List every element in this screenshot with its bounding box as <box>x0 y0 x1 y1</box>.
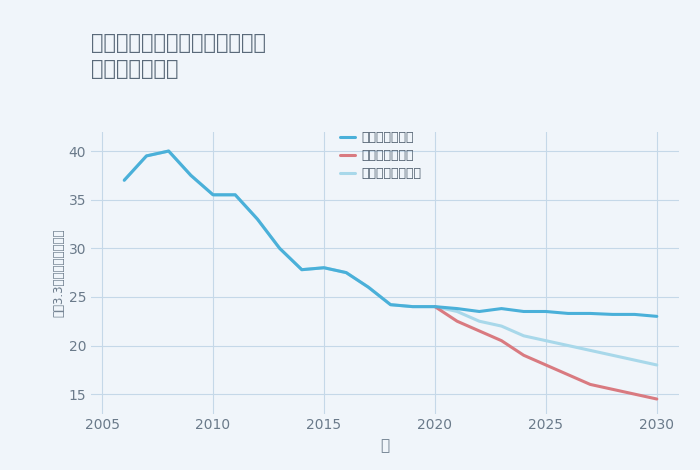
ノーマルシナリオ <box>164 148 173 154</box>
グッドシナリオ <box>320 265 328 271</box>
グッドシナリオ <box>275 245 284 251</box>
ノーマルシナリオ <box>631 357 639 363</box>
バッドシナリオ <box>519 352 528 358</box>
バッドシナリオ <box>586 382 594 387</box>
グッドシナリオ <box>652 313 661 319</box>
ノーマルシナリオ <box>120 177 129 183</box>
Y-axis label: 坪（3.3㎡）単価（万円）: 坪（3.3㎡）単価（万円） <box>52 228 66 317</box>
ノーマルシナリオ <box>253 216 262 222</box>
グッドシナリオ <box>586 311 594 316</box>
グッドシナリオ <box>120 177 129 183</box>
グッドシナリオ <box>453 306 461 312</box>
X-axis label: 年: 年 <box>380 438 390 453</box>
グッドシナリオ <box>253 216 262 222</box>
ノーマルシナリオ <box>320 265 328 271</box>
Line: グッドシナリオ: グッドシナリオ <box>125 151 657 316</box>
バッドシナリオ <box>631 392 639 397</box>
グッドシナリオ <box>342 270 351 275</box>
グッドシナリオ <box>631 312 639 317</box>
Legend: グッドシナリオ, バッドシナリオ, ノーマルシナリオ: グッドシナリオ, バッドシナリオ, ノーマルシナリオ <box>335 126 426 185</box>
グッドシナリオ <box>386 302 395 307</box>
グッドシナリオ <box>298 267 306 273</box>
グッドシナリオ <box>497 306 505 312</box>
ノーマルシナリオ <box>652 362 661 368</box>
バッドシナリオ <box>497 338 505 344</box>
バッドシナリオ <box>608 386 617 392</box>
バッドシナリオ <box>453 318 461 324</box>
ノーマルシナリオ <box>608 352 617 358</box>
バッドシナリオ <box>542 362 550 368</box>
ノーマルシナリオ <box>209 192 217 197</box>
グッドシナリオ <box>519 309 528 314</box>
ノーマルシナリオ <box>564 343 573 348</box>
ノーマルシナリオ <box>364 284 372 290</box>
ノーマルシナリオ <box>298 267 306 273</box>
グッドシナリオ <box>364 284 372 290</box>
グッドシナリオ <box>164 148 173 154</box>
ノーマルシナリオ <box>142 153 150 159</box>
グッドシナリオ <box>475 309 484 314</box>
バッドシナリオ <box>652 396 661 402</box>
バッドシナリオ <box>430 304 439 309</box>
バッドシナリオ <box>564 372 573 377</box>
ノーマルシナリオ <box>497 323 505 329</box>
ノーマルシナリオ <box>409 304 417 309</box>
バッドシナリオ <box>475 328 484 334</box>
グッドシナリオ <box>608 312 617 317</box>
ノーマルシナリオ <box>542 338 550 344</box>
Text: 兵庫県たつの市揖保川町馬場の
土地の価格推移: 兵庫県たつの市揖保川町馬場の 土地の価格推移 <box>91 33 266 79</box>
ノーマルシナリオ <box>231 192 239 197</box>
ノーマルシナリオ <box>386 302 395 307</box>
ノーマルシナリオ <box>519 333 528 338</box>
Line: バッドシナリオ: バッドシナリオ <box>435 306 657 399</box>
ノーマルシナリオ <box>453 309 461 314</box>
ノーマルシナリオ <box>475 318 484 324</box>
ノーマルシナリオ <box>586 348 594 353</box>
Line: ノーマルシナリオ: ノーマルシナリオ <box>125 151 657 365</box>
ノーマルシナリオ <box>342 270 351 275</box>
グッドシナリオ <box>409 304 417 309</box>
ノーマルシナリオ <box>430 304 439 309</box>
グッドシナリオ <box>209 192 217 197</box>
グッドシナリオ <box>187 172 195 178</box>
ノーマルシナリオ <box>275 245 284 251</box>
グッドシナリオ <box>564 311 573 316</box>
グッドシナリオ <box>542 309 550 314</box>
ノーマルシナリオ <box>187 172 195 178</box>
グッドシナリオ <box>430 304 439 309</box>
グッドシナリオ <box>142 153 150 159</box>
グッドシナリオ <box>231 192 239 197</box>
